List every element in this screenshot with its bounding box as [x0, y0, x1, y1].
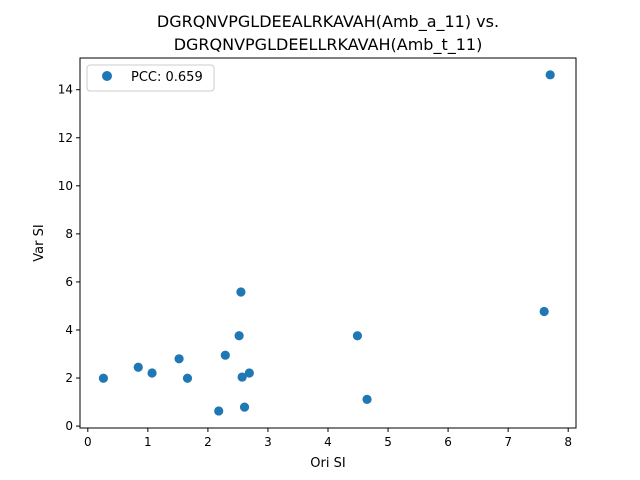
x-tick-label: 7: [504, 435, 512, 449]
x-tick-label: 1: [144, 435, 152, 449]
legend-marker: [102, 71, 112, 81]
x-tick-label: 0: [84, 435, 92, 449]
x-tick-label: 4: [324, 435, 332, 449]
y-tick-label: 8: [65, 227, 73, 241]
data-point: [244, 368, 254, 378]
y-axis-ticks: 0 2 4 6 8 10 12 14: [58, 83, 80, 433]
chart-title-line-1: DGRQNVPGLDEEALRKAVAH(Amb_a_11) vs.: [157, 12, 499, 32]
x-tick-label: 2: [204, 435, 212, 449]
y-tick-label: 2: [65, 371, 73, 385]
x-tick-label: 6: [444, 435, 452, 449]
y-tick-label: 12: [58, 131, 73, 145]
data-point: [236, 287, 246, 297]
data-point: [174, 354, 184, 364]
x-tick-label: 8: [564, 435, 572, 449]
data-point: [237, 372, 247, 382]
data-point: [352, 331, 363, 341]
y-tick-label: 10: [58, 179, 73, 193]
x-tick-label: 5: [384, 435, 392, 449]
x-tick-label: 3: [264, 435, 272, 449]
data-point: [234, 331, 244, 341]
data-point: [147, 368, 157, 378]
data-point: [133, 362, 143, 372]
y-tick-label: 6: [65, 275, 73, 289]
legend-label: PCC: 0.659: [131, 70, 203, 85]
data-point: [539, 306, 549, 317]
data-point: [214, 406, 224, 416]
x-axis-label: Ori SI: [310, 456, 345, 471]
data-point: [220, 350, 230, 360]
data-point: [362, 394, 372, 405]
y-tick-label: 14: [58, 83, 73, 97]
data-point: [545, 70, 555, 80]
data-point: [98, 373, 109, 383]
legend-box: [86, 64, 215, 92]
chart-title-line-2: DGRQNVPGLDEELLRKAVAH(Amb_t_11): [174, 35, 483, 55]
y-axis-label: Var SI: [32, 224, 47, 261]
y-tick-label: 0: [65, 419, 73, 433]
data-point: [182, 373, 193, 383]
y-tick-label: 4: [65, 323, 73, 337]
data-point: [239, 402, 250, 412]
x-axis-ticks: 0 1 2 3 4 5 6 7 8: [84, 428, 572, 449]
data-points: [98, 70, 555, 416]
legend: PCC: 0.659: [86, 64, 215, 92]
